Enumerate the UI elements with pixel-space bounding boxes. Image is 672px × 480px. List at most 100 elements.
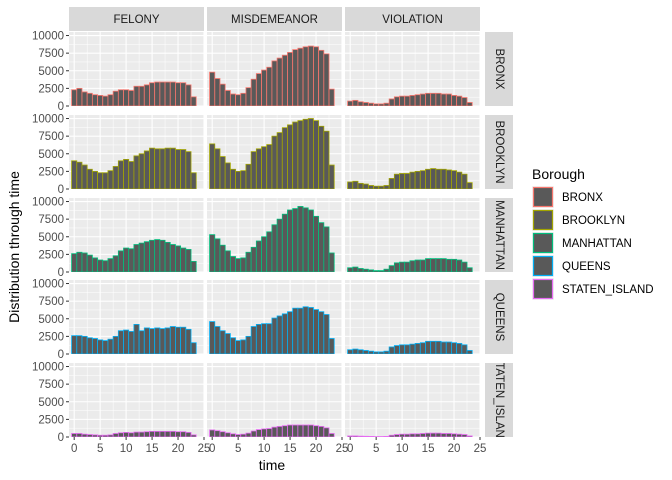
bar-staten-island-violation-19 bbox=[445, 433, 452, 437]
bar-bronx-misdemeanor-4 bbox=[229, 93, 236, 106]
bar-manhattan-misdemeanor-12 bbox=[271, 224, 278, 272]
bar-staten-island-misdemeanor-15 bbox=[287, 424, 294, 437]
bar-staten-island-violation-16 bbox=[430, 432, 437, 437]
column-strips: FELONY MISDEMEANOR VIOLATION bbox=[69, 7, 480, 31]
legend-swatch bbox=[532, 232, 554, 254]
bar-staten-island-misdemeanor-17 bbox=[297, 424, 304, 437]
bar-bronx-misdemeanor-8 bbox=[250, 78, 257, 106]
panel-bronx-misdemeanor bbox=[207, 32, 342, 106]
bar-bronx-violation-17 bbox=[435, 92, 442, 106]
x-tick-label: 10 bbox=[396, 443, 409, 455]
bar-staten-island-violation-8 bbox=[388, 434, 395, 437]
bar-manhattan-misdemeanor-10 bbox=[261, 236, 268, 272]
bar-manhattan-misdemeanor-11 bbox=[266, 231, 273, 272]
bar-manhattan-violation-4 bbox=[367, 269, 374, 272]
bar-queens-felony-5 bbox=[97, 339, 104, 354]
bar-manhattan-felony-15 bbox=[149, 239, 156, 272]
bar-manhattan-misdemeanor-21 bbox=[318, 222, 325, 272]
bar-queens-violation-2 bbox=[357, 349, 364, 354]
y-tick-label: 0 bbox=[58, 349, 64, 361]
bar-staten-island-violation-10 bbox=[399, 433, 406, 437]
x-tick-label: 0 bbox=[71, 443, 77, 455]
x-tick-label: 25 bbox=[198, 443, 211, 455]
bar-bronx-misdemeanor-22 bbox=[323, 53, 330, 106]
bar-brooklyn-misdemeanor-6 bbox=[240, 170, 247, 189]
bar-manhattan-violation-0 bbox=[347, 267, 354, 272]
panel-brooklyn-violation bbox=[345, 115, 480, 189]
bar-queens-violation-10 bbox=[399, 344, 406, 354]
bar-queens-violation-1 bbox=[352, 348, 359, 354]
x-tick-label: 5 bbox=[97, 443, 103, 455]
bar-bronx-misdemeanor-23 bbox=[328, 88, 335, 106]
bar-bronx-felony-9 bbox=[117, 89, 124, 106]
legend-swatch bbox=[532, 186, 554, 208]
y-tick-label: 7500 bbox=[38, 131, 64, 143]
bar-bronx-violation-22 bbox=[461, 97, 468, 106]
bar-manhattan-felony-8 bbox=[112, 255, 119, 272]
bar-staten-island-violation-11 bbox=[404, 433, 411, 437]
bar-queens-violation-12 bbox=[409, 343, 416, 354]
bar-manhattan-felony-14 bbox=[143, 241, 150, 272]
bar-brooklyn-felony-16 bbox=[154, 148, 161, 189]
x-tick-label: 10 bbox=[258, 443, 271, 455]
bar-manhattan-misdemeanor-19 bbox=[307, 209, 314, 272]
bar-staten-island-violation-14 bbox=[419, 433, 426, 437]
bar-manhattan-misdemeanor-3 bbox=[224, 250, 231, 272]
bar-staten-island-misdemeanor-1 bbox=[214, 430, 221, 437]
bar-bronx-violation-5 bbox=[373, 103, 380, 106]
y-tick-label: 0 bbox=[58, 432, 64, 444]
bar-brooklyn-misdemeanor-10 bbox=[261, 146, 268, 189]
bar-brooklyn-violation-11 bbox=[404, 173, 411, 189]
bar-brooklyn-felony-4 bbox=[91, 170, 98, 189]
bar-bronx-misdemeanor-6 bbox=[240, 92, 247, 106]
x-tick-label: 25 bbox=[474, 443, 487, 455]
bar-manhattan-misdemeanor-6 bbox=[240, 257, 247, 272]
bar-staten-island-misdemeanor-6 bbox=[240, 433, 247, 437]
bar-staten-island-misdemeanor-14 bbox=[281, 425, 288, 437]
bar-manhattan-felony-5 bbox=[97, 259, 104, 272]
legend-label: MANHATTAN bbox=[562, 238, 632, 250]
bar-staten-island-violation-13 bbox=[414, 433, 421, 437]
bar-queens-misdemeanor-2 bbox=[219, 330, 226, 354]
bar-brooklyn-misdemeanor-22 bbox=[323, 130, 330, 189]
bar-brooklyn-felony-14 bbox=[143, 150, 150, 189]
bar-queens-felony-3 bbox=[86, 337, 93, 354]
bar-manhattan-felony-4 bbox=[91, 257, 98, 272]
bar-queens-felony-11 bbox=[128, 331, 135, 354]
bar-queens-misdemeanor-20 bbox=[313, 309, 320, 354]
bar-staten-island-misdemeanor-12 bbox=[271, 426, 278, 437]
bar-bronx-felony-17 bbox=[159, 81, 166, 106]
bar-brooklyn-violation-1 bbox=[352, 180, 359, 189]
bar-bronx-violation-7 bbox=[383, 102, 390, 106]
legend-label: BRONX bbox=[562, 192, 603, 204]
panel-staten-island-felony bbox=[69, 363, 204, 437]
bar-manhattan-violation-15 bbox=[425, 258, 432, 272]
bar-manhattan-misdemeanor-15 bbox=[287, 209, 294, 272]
bar-bronx-misdemeanor-17 bbox=[297, 47, 304, 106]
bar-bronx-felony-7 bbox=[107, 94, 114, 106]
y-tick-label: 7500 bbox=[38, 214, 64, 226]
bar-brooklyn-violation-5 bbox=[373, 185, 380, 189]
bar-staten-island-violation-15 bbox=[425, 432, 432, 437]
bar-queens-violation-9 bbox=[393, 345, 400, 354]
bar-bronx-violation-21 bbox=[456, 95, 463, 106]
bar-manhattan-violation-9 bbox=[393, 262, 400, 272]
bar-staten-island-felony-7 bbox=[107, 434, 114, 437]
bar-queens-felony-10 bbox=[123, 329, 130, 354]
bar-brooklyn-felony-22 bbox=[185, 151, 192, 189]
bar-bronx-misdemeanor-13 bbox=[276, 57, 283, 106]
panel-bronx-violation bbox=[345, 32, 480, 106]
bar-brooklyn-violation-19 bbox=[445, 169, 452, 189]
bar-staten-island-misdemeanor-19 bbox=[307, 424, 314, 437]
bar-brooklyn-felony-18 bbox=[164, 147, 171, 189]
legend-title: Borough bbox=[532, 166, 585, 182]
bar-manhattan-violation-8 bbox=[388, 265, 395, 272]
x-axis-title: time bbox=[259, 457, 286, 473]
bar-bronx-misdemeanor-9 bbox=[255, 73, 262, 106]
bar-brooklyn-felony-12 bbox=[133, 155, 140, 189]
bar-brooklyn-misdemeanor-9 bbox=[255, 148, 262, 189]
bar-bronx-misdemeanor-11 bbox=[266, 66, 273, 106]
bar-brooklyn-misdemeanor-23 bbox=[328, 164, 335, 189]
bar-brooklyn-violation-3 bbox=[362, 183, 369, 189]
